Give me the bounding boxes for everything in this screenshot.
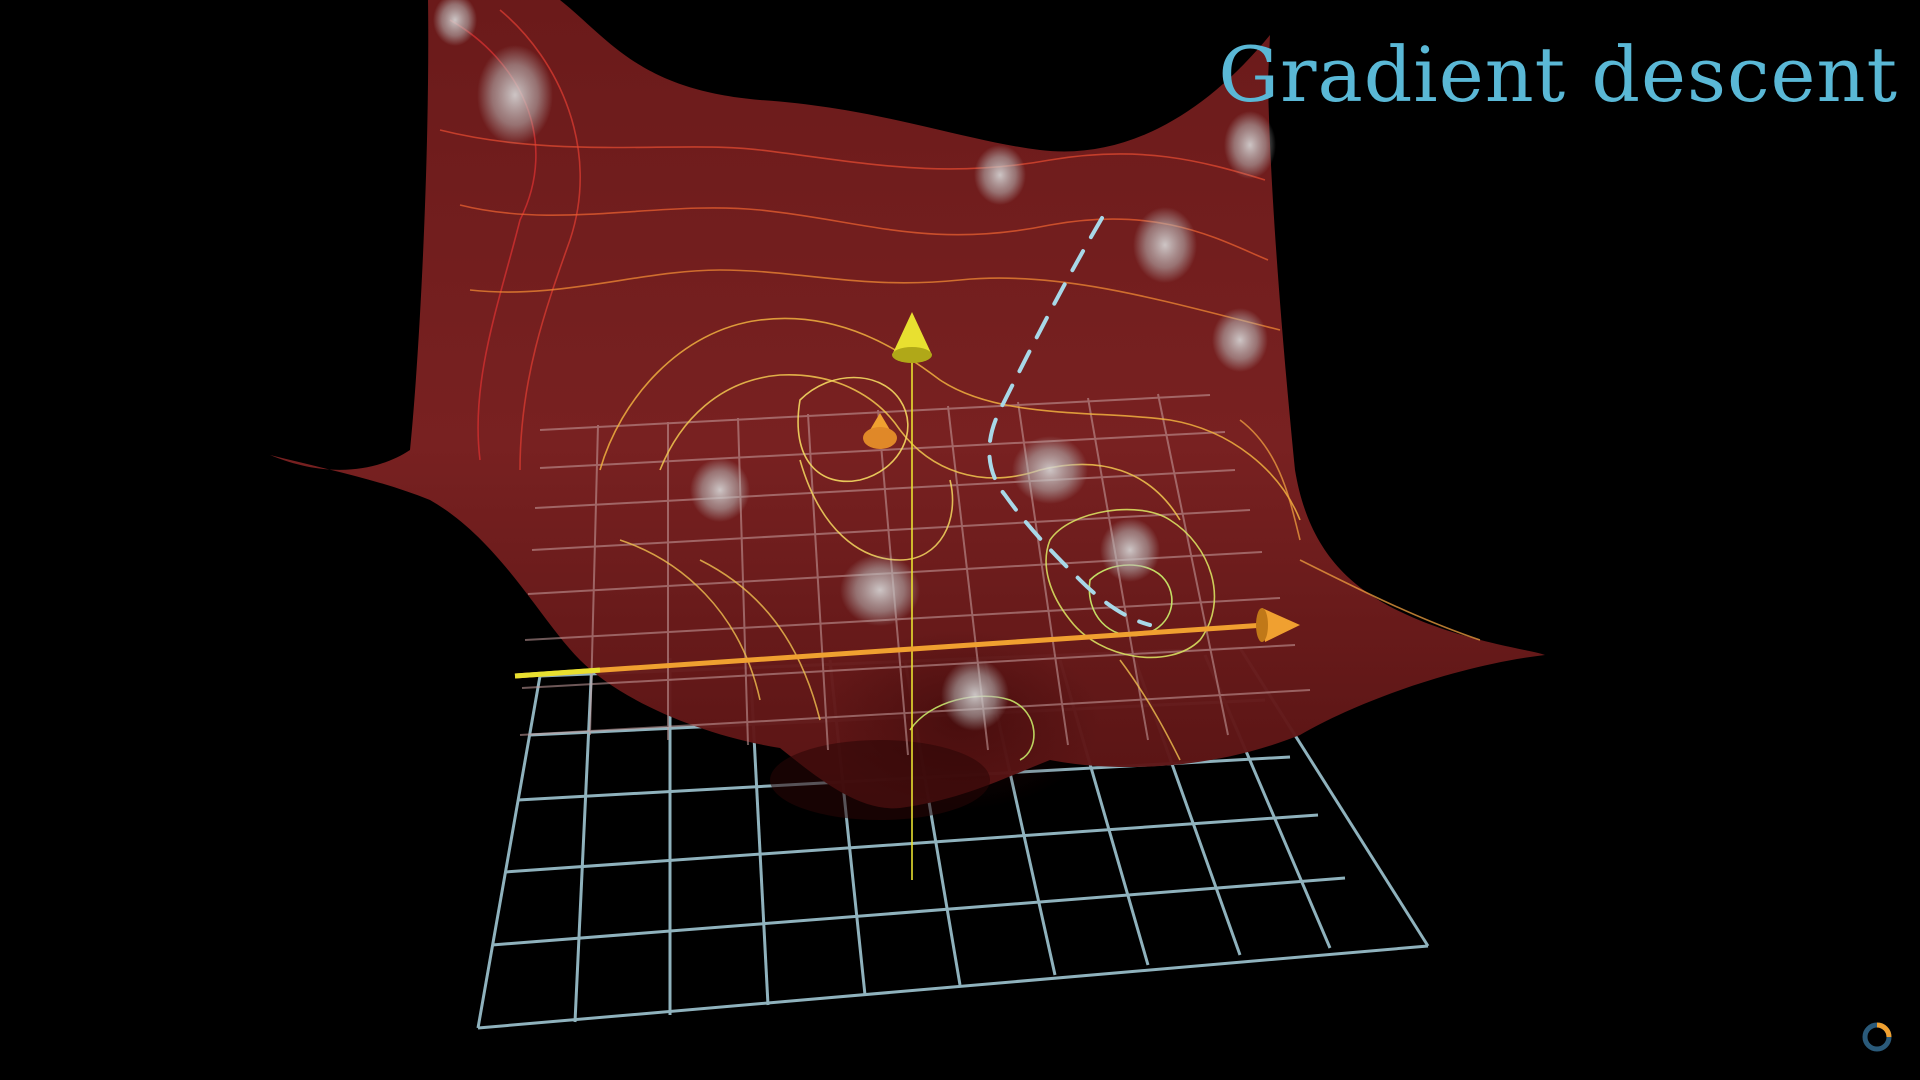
x-axis-cone-arrow-icon [1256, 608, 1300, 642]
point-marker-cone-icon [863, 413, 897, 449]
loss-surface [270, 0, 1545, 809]
descent-path [987, 216, 1152, 627]
highlight-blobs [433, 0, 1276, 731]
x-axis [514, 622, 1266, 679]
up-axis-cone-arrow-icon [892, 312, 932, 363]
slide-title: Gradient descent [1218, 30, 1898, 119]
loading-spinner-icon [1862, 1022, 1892, 1052]
